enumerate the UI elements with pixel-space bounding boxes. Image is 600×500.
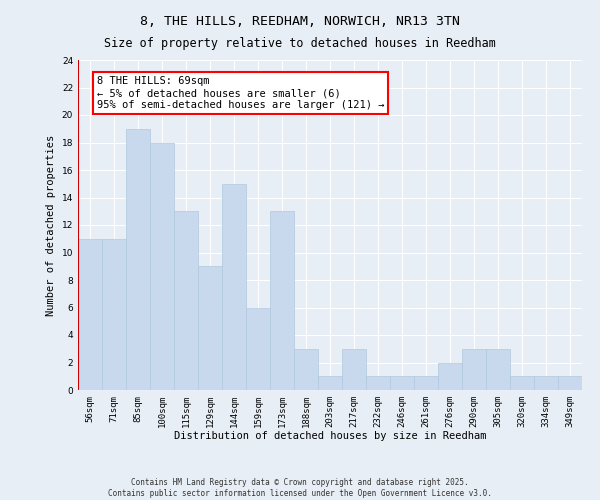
Bar bbox=[366, 376, 390, 390]
Bar bbox=[102, 239, 126, 390]
Bar bbox=[558, 376, 582, 390]
Y-axis label: Number of detached properties: Number of detached properties bbox=[46, 134, 56, 316]
Bar bbox=[78, 239, 102, 390]
Bar bbox=[270, 211, 294, 390]
Bar bbox=[414, 376, 438, 390]
Bar bbox=[246, 308, 270, 390]
Text: Size of property relative to detached houses in Reedham: Size of property relative to detached ho… bbox=[104, 38, 496, 51]
Bar bbox=[462, 349, 486, 390]
Text: Contains HM Land Registry data © Crown copyright and database right 2025.
Contai: Contains HM Land Registry data © Crown c… bbox=[108, 478, 492, 498]
Bar bbox=[438, 362, 462, 390]
Bar bbox=[318, 376, 342, 390]
Bar bbox=[534, 376, 558, 390]
Bar bbox=[486, 349, 510, 390]
X-axis label: Distribution of detached houses by size in Reedham: Distribution of detached houses by size … bbox=[174, 432, 486, 442]
Bar bbox=[126, 128, 150, 390]
Bar bbox=[294, 349, 318, 390]
Bar bbox=[198, 266, 222, 390]
Bar bbox=[342, 349, 366, 390]
Text: 8 THE HILLS: 69sqm
← 5% of detached houses are smaller (6)
95% of semi-detached : 8 THE HILLS: 69sqm ← 5% of detached hous… bbox=[97, 76, 384, 110]
Bar bbox=[174, 211, 198, 390]
Text: 8, THE HILLS, REEDHAM, NORWICH, NR13 3TN: 8, THE HILLS, REEDHAM, NORWICH, NR13 3TN bbox=[140, 15, 460, 28]
Bar bbox=[150, 142, 174, 390]
Bar bbox=[510, 376, 534, 390]
Bar bbox=[222, 184, 246, 390]
Bar bbox=[390, 376, 414, 390]
